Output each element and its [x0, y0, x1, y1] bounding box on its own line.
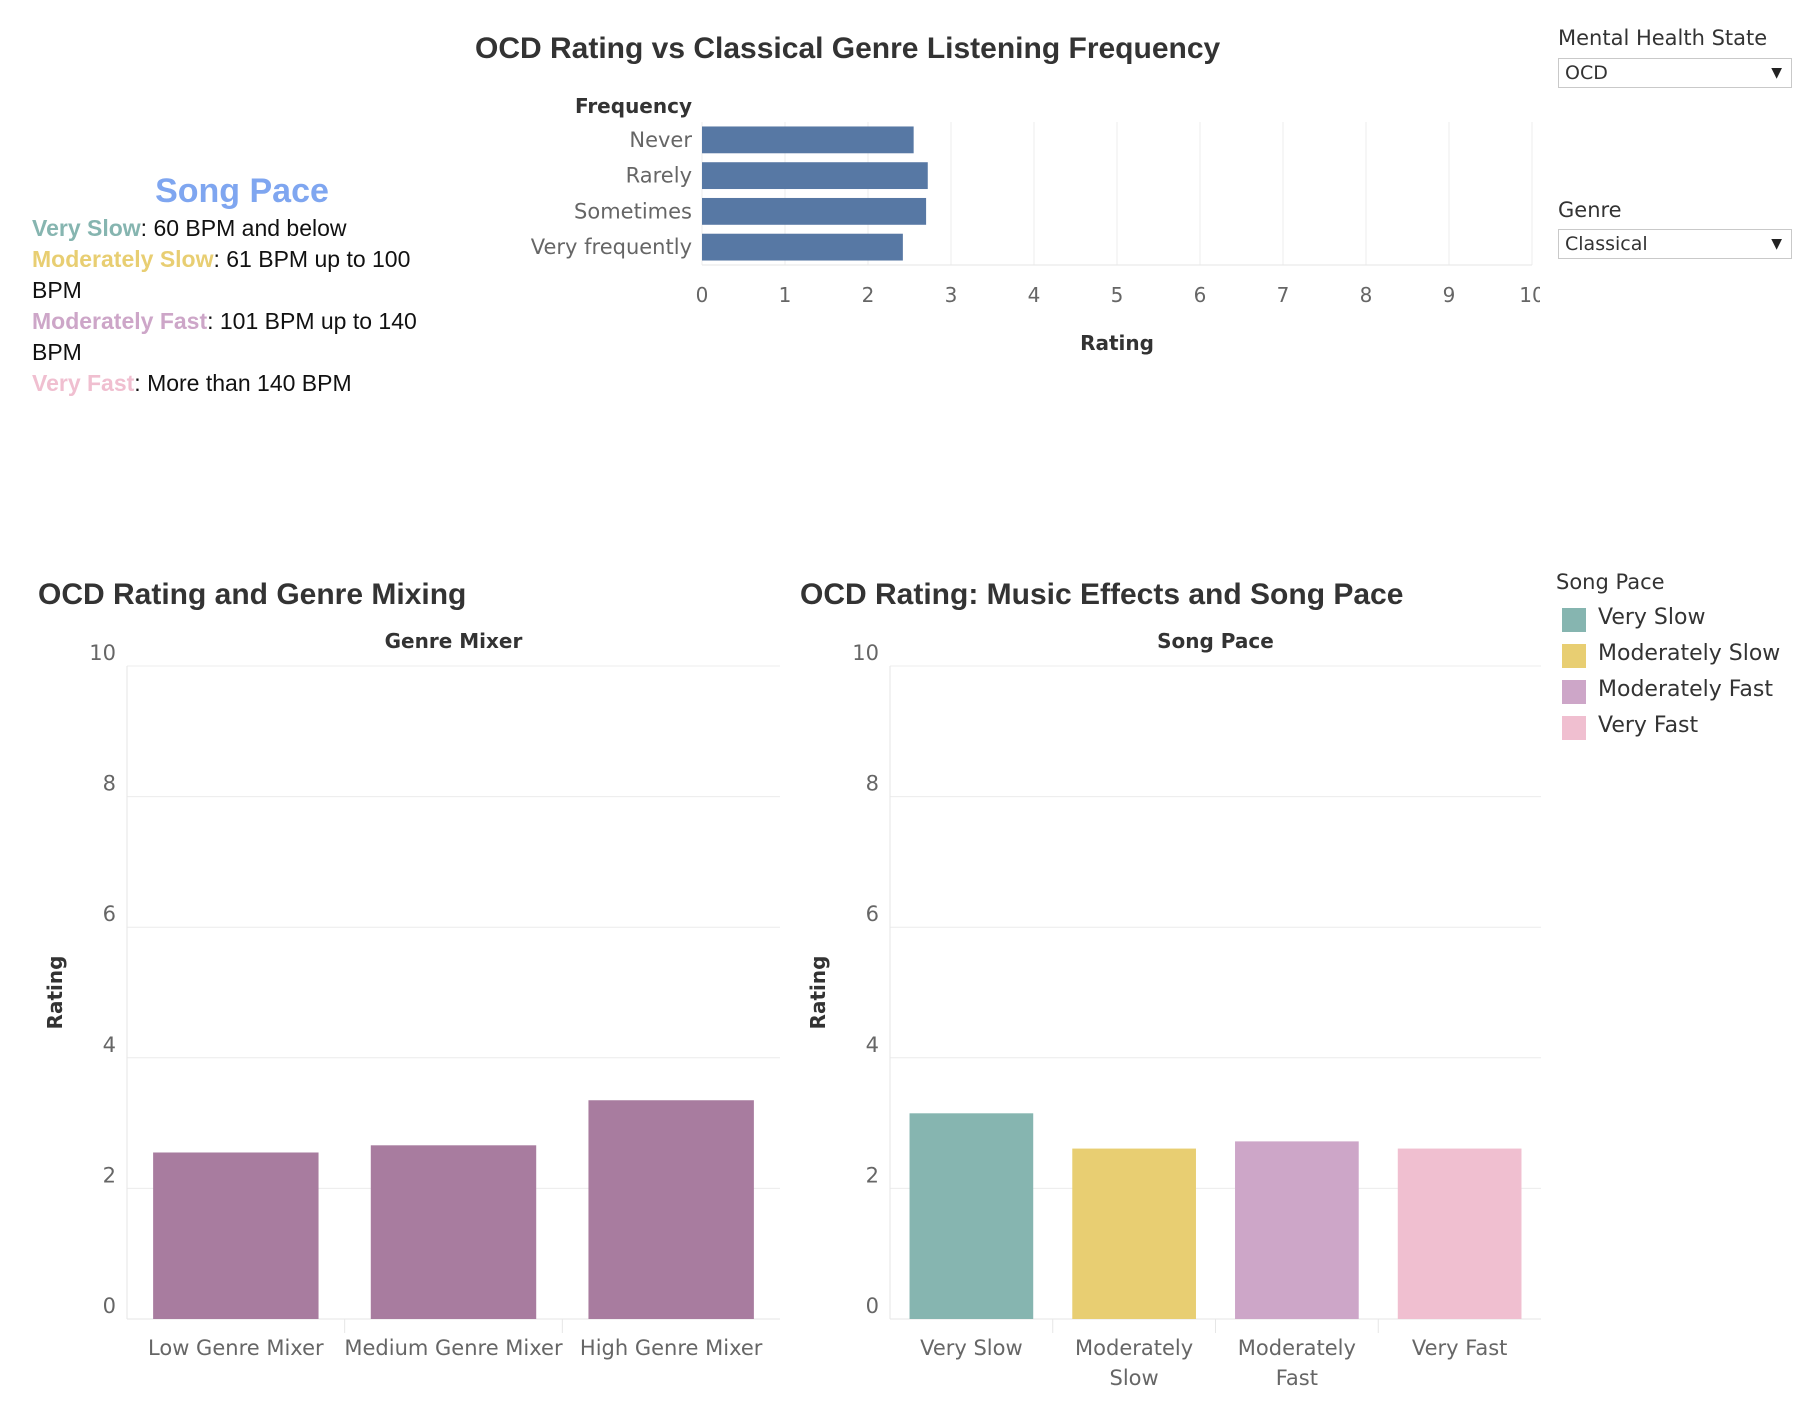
legend-label-moderately-fast: Moderately Fast — [1598, 677, 1773, 702]
y-tick-label: 8 — [103, 772, 116, 796]
x-tick-label: 8 — [1360, 283, 1373, 307]
chevron-down-icon: ▼ — [1771, 65, 1782, 81]
y-tick-label: 8 — [866, 772, 879, 796]
bar-very-fast — [1397, 1148, 1522, 1319]
song-pace-line-very-fast: Very Fast: More than 140 BPM — [32, 370, 352, 396]
genre-filter-label: Genre — [1558, 198, 1622, 222]
x-tick-label: 0 — [696, 283, 709, 307]
bar-very-slow — [909, 1113, 1034, 1319]
x-tick-label: 10 — [1519, 283, 1540, 307]
bar-high-genre-mixer — [588, 1100, 754, 1319]
bar-low-genre-mixer — [153, 1152, 319, 1319]
y-tick-label: 2 — [866, 1163, 879, 1187]
genre-mixer-header: Genre Mixer — [385, 629, 523, 653]
x-tick-label: 1 — [779, 283, 792, 307]
category-label-moderately-fast: Moderately Fast — [1238, 1336, 1356, 1390]
legend-label-moderately-slow: Moderately Slow — [1598, 641, 1781, 666]
x-axis-title: Rating — [1080, 331, 1154, 355]
x-tick-label: 7 — [1277, 283, 1290, 307]
song-pace-line-moderately-fast: Moderately Fast: 101 BPM up to 140 BPM — [32, 308, 417, 365]
song-pace-y-axis-title: Rating — [806, 956, 830, 1030]
song-pace-legend-title: Song Pace — [1556, 570, 1665, 594]
bar-very-frequently — [702, 233, 903, 261]
category-label-high-genre-mixer: High Genre Mixer — [580, 1336, 763, 1360]
y-tick-label: 2 — [103, 1163, 116, 1187]
y-tick-label: 10 — [852, 641, 879, 665]
bar-rarely — [702, 162, 928, 190]
category-label-rarely: Rarely — [626, 164, 692, 188]
x-tick-label: 2 — [862, 283, 875, 307]
genre-mixing-chart-title: OCD Rating and Genre Mixing — [38, 578, 467, 611]
category-label-very-frequently: Very frequently — [531, 235, 692, 259]
song-pace-bar-chart: Song Pace 0 2 4 6 8 10 Rating Very Slow Moderatel… — [806, 629, 1541, 1390]
legend-swatch-moderately-fast — [1562, 680, 1586, 704]
y-tick-label: 0 — [103, 1294, 116, 1318]
y-tick-label: 4 — [866, 1033, 879, 1057]
song-pace-note: Song Pace Very Slow: 60 BPM and below Mo… — [32, 172, 452, 399]
category-label-never: Never — [629, 128, 692, 152]
x-tick-label: 6 — [1194, 283, 1207, 307]
legend-swatch-moderately-slow — [1562, 644, 1586, 668]
category-label-moderately-slow: Moderately Slow — [1075, 1336, 1193, 1390]
mental-health-filter-label: Mental Health State — [1558, 26, 1768, 50]
genre-dropdown[interactable]: Classical ▼ — [1558, 229, 1792, 259]
song-pace-line-moderately-slow: Moderately Slow: 61 BPM up to 100 BPM — [32, 246, 411, 303]
bar-medium-genre-mixer — [370, 1145, 537, 1319]
song-pace-note-title: Song Pace — [155, 172, 329, 210]
bar-never — [702, 126, 914, 154]
frequency-chart-title: OCD Rating vs Classical Genre Listening … — [475, 32, 1221, 65]
row-header: Frequency — [575, 94, 692, 118]
bar-moderately-fast — [1235, 1141, 1359, 1319]
category-label-sometimes: Sometimes — [574, 199, 692, 223]
bar-sometimes — [702, 197, 927, 225]
bar-moderately-slow — [1072, 1148, 1196, 1319]
x-tick-label: 5 — [1111, 283, 1124, 307]
y-tick-label: 6 — [866, 902, 879, 926]
mental-health-dropdown-value: OCD — [1565, 62, 1608, 84]
mental-health-dropdown[interactable]: OCD ▼ — [1558, 58, 1792, 88]
song-pace-line-very-slow: Very Slow: 60 BPM and below — [32, 215, 347, 241]
category-label-very-fast: Very Fast — [1412, 1336, 1508, 1360]
genre-mixer-y-axis-title: Rating — [43, 956, 67, 1030]
chevron-down-icon: ▼ — [1771, 236, 1782, 252]
y-tick-label: 6 — [103, 902, 116, 926]
legend-label-very-fast: Very Fast — [1598, 713, 1699, 738]
x-tick-label: 9 — [1443, 283, 1456, 307]
legend-label-very-slow: Very Slow — [1598, 605, 1706, 630]
x-tick-label: 4 — [1028, 283, 1041, 307]
category-label-medium-genre-mixer: Medium Genre Mixer — [344, 1336, 563, 1360]
y-tick-label: 0 — [866, 1294, 879, 1318]
category-label-low-genre-mixer: Low Genre Mixer — [148, 1336, 324, 1360]
y-tick-label: 4 — [103, 1033, 116, 1057]
legend-swatch-very-slow — [1562, 608, 1586, 632]
category-label-very-slow: Very Slow — [920, 1336, 1023, 1360]
frequency-bar-chart: 0 1 2 3 4 5 6 7 8 9 10 Rating Frequency Never Rarely So… — [531, 94, 1540, 355]
genre-mixing-bar-chart: Genre Mixer 0 2 4 6 8 10 Rating Low Genre Mixer M… — [43, 629, 780, 1360]
song-pace-chart-title: OCD Rating: Music Effects and Song Pace — [800, 578, 1404, 611]
x-tick-label: 3 — [945, 283, 958, 307]
genre-dropdown-value: Classical — [1565, 233, 1648, 255]
legend-swatch-very-fast — [1562, 716, 1586, 740]
song-pace-header: Song Pace — [1157, 629, 1274, 653]
y-tick-label: 10 — [89, 641, 116, 665]
